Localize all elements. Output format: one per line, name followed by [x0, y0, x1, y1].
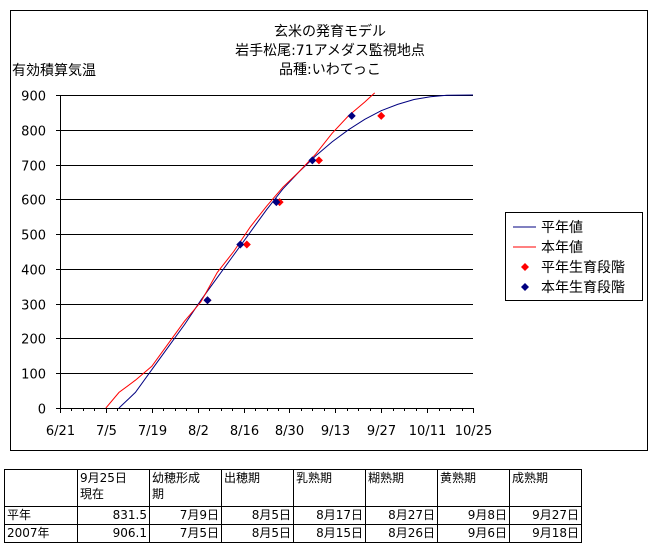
legend-label: 平年生育段階: [541, 260, 625, 276]
table-header-cell: 糊熟期: [365, 469, 438, 507]
marker-normal-stage: [314, 156, 323, 165]
legend-label: 平年値: [541, 220, 583, 236]
table-cell: 9月6日: [437, 524, 510, 543]
x-tick-label: 10/25: [455, 424, 492, 439]
table-cell: 平年: [4, 506, 78, 525]
x-tick-label: 8/30: [275, 424, 304, 439]
legend-swatch-marker: [521, 283, 529, 291]
table-cell: 8月5日: [221, 506, 294, 525]
x-tick-label: 7/5: [96, 424, 117, 439]
table-cell: 8月15日: [293, 524, 366, 543]
y-tick-label: 300: [21, 299, 46, 314]
plot-area: [60, 95, 473, 408]
table-cell: 7月9日: [149, 506, 222, 525]
series-layer: [105, 92, 473, 408]
series-line-current: [105, 92, 376, 408]
x-tick-label: 7/19: [138, 424, 167, 439]
growth-stage-table: 9月25日 現在 幼穂形成期 出穂期 乳熟期 糊熟期 黄熟期 成熟期 平年 831…: [4, 469, 582, 543]
y-tick-label: 400: [21, 264, 46, 279]
y-tick-label: 800: [21, 125, 46, 140]
legend-swatch-marker: [521, 263, 529, 271]
marker-current-stage: [236, 240, 245, 249]
marker-current-stage: [203, 296, 212, 305]
grid-layer: [60, 95, 473, 374]
table-cell: 7月5日: [149, 524, 222, 543]
y-tick-label: 0: [38, 403, 46, 418]
table-cell: 8月17日: [293, 506, 366, 525]
legend-label: 本年値: [541, 240, 583, 256]
x-tick-label: 9/13: [321, 424, 350, 439]
marker-normal-stage: [242, 240, 251, 249]
y-tick-label: 200: [21, 333, 46, 348]
table-header-cell: 9月25日 現在: [77, 469, 150, 507]
x-tick-label: 8/16: [230, 424, 259, 439]
y-tick-label: 500: [21, 229, 46, 244]
table-cell: 8月27日: [365, 506, 438, 525]
y-tick-label: 100: [21, 368, 46, 383]
marker-normal-stage: [377, 111, 386, 120]
y-axis-label: 有効積算気温: [12, 63, 96, 79]
title-line-1: 玄米の発育モデル: [274, 23, 386, 40]
table-cell: 9月8日: [437, 506, 510, 525]
y-tick-label: 900: [21, 90, 46, 105]
title-line-3: 品種:いわてっこ: [279, 62, 381, 78]
title-line-2: 岩手松尾:71アメダス監視地点: [235, 42, 425, 59]
axes-layer: 0 100 200 300 400 500 600 700 800 900 6/21 7/5 7/19 8…: [21, 90, 492, 440]
table-header-cell: 乳熟期: [293, 469, 366, 507]
table-header-row: 9月25日 現在 幼穂形成期 出穂期 乳熟期 糊熟期 黄熟期 成熟期: [4, 469, 582, 507]
table-cell: 9月27日: [509, 506, 582, 525]
table-row: 2007年 906.1 7月5日 8月5日 8月15日 8月26日 9月6日 9…: [4, 524, 582, 543]
table-cell: 8月5日: [221, 524, 294, 543]
y-tick-label: 600: [21, 194, 46, 209]
x-tick-label: 8/2: [188, 424, 209, 439]
table-cell: 9月18日: [509, 524, 582, 543]
table-header-cell: 出穂期: [221, 469, 294, 507]
table-header-cell: 成熟期: [509, 469, 582, 507]
table-header-cell: [4, 469, 78, 507]
table-cell: 2007年: [4, 524, 78, 543]
y-tick-label: 700: [21, 160, 46, 175]
table-cell: 906.1: [77, 524, 150, 543]
x-tick-label: 6/21: [46, 424, 75, 439]
chart-title: 玄米の発育モデル 岩手松尾:71アメダス監視地点 品種:いわてっこ: [235, 23, 425, 78]
table-cell: 831.5: [77, 506, 150, 525]
legend-label: 本年生育段階: [541, 280, 625, 296]
marker-current-stage: [347, 111, 356, 120]
x-tick-label: 10/11: [409, 424, 446, 439]
marker-current-stage: [272, 198, 281, 207]
table-header-cell: 黄熟期: [437, 469, 510, 507]
marker-current-stage: [308, 156, 317, 165]
table-header-cell: 幼穂形成期: [149, 469, 222, 507]
table-cell: 8月26日: [365, 524, 438, 543]
series-line-normal: [118, 94, 473, 408]
chart-frame: 玄米の発育モデル 岩手松尾:71アメダス監視地点 品種:いわてっこ 有効積算気温…: [10, 10, 648, 451]
x-tick-label: 9/27: [367, 424, 396, 439]
table-row: 平年 831.5 7月9日 8月5日 8月17日 8月27日 9月8日 9月27…: [4, 506, 582, 525]
